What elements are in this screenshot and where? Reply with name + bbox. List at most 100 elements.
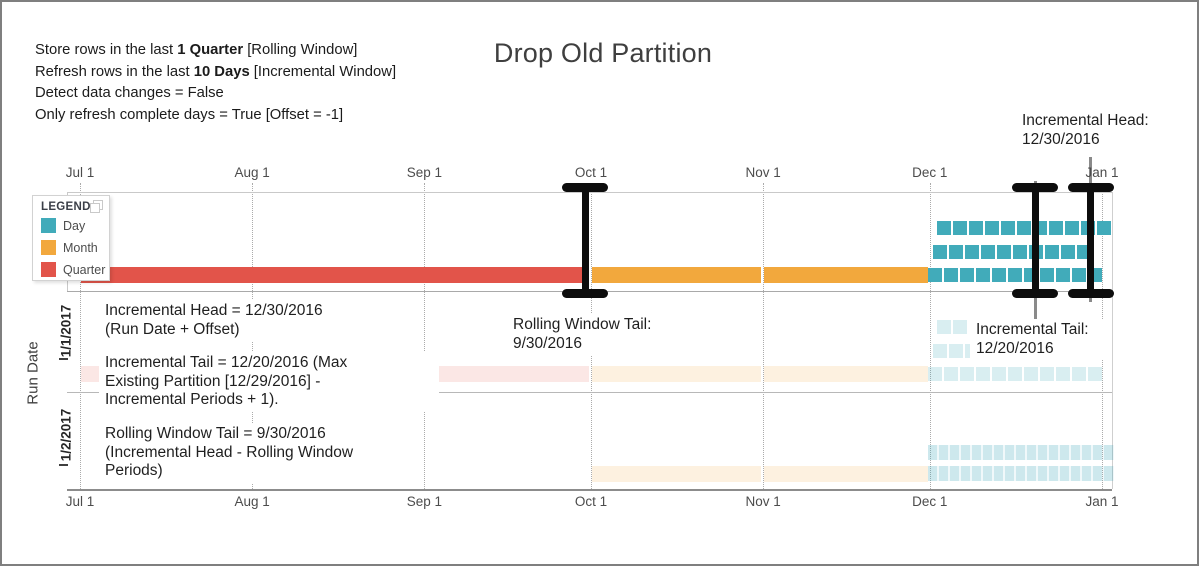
day-partition-square bbox=[1008, 268, 1022, 282]
ibeam-marker-incremental-tail-bottom-cap bbox=[1012, 289, 1059, 298]
x-axis-tick-label-top: Jul 1 bbox=[65, 165, 95, 180]
day-partition-square bbox=[965, 245, 979, 259]
day-partition-square bbox=[1097, 221, 1111, 235]
x-axis-tick-label-top: Jan 1 bbox=[1085, 165, 1119, 180]
day-partition-square bbox=[994, 466, 1003, 481]
day-partition-square bbox=[1104, 445, 1113, 460]
day-partition-square bbox=[1056, 367, 1070, 381]
day-partition-square bbox=[1093, 445, 1102, 460]
day-partition-square bbox=[949, 245, 963, 259]
config-line: Refresh rows in the last 10 Days [Increm… bbox=[35, 63, 397, 80]
day-partition-square bbox=[1038, 445, 1047, 460]
legend-swatch-day bbox=[41, 218, 56, 233]
day-partition-square bbox=[1001, 221, 1015, 235]
x-axis-tick-label-bottom: Oct 1 bbox=[574, 494, 608, 509]
config-summary: Store rows in the last 1 Quarter [Rollin… bbox=[35, 40, 396, 126]
day-partition-square bbox=[985, 221, 999, 235]
day-partition-square bbox=[972, 466, 981, 481]
day-partition-square bbox=[1016, 445, 1025, 460]
ibeam-marker-rolling-window-tail bbox=[581, 187, 589, 294]
day-partition-square bbox=[1038, 466, 1047, 481]
day-partition-square bbox=[1082, 445, 1091, 460]
gridline bbox=[929, 183, 931, 489]
day-partition-square bbox=[1024, 367, 1038, 381]
day-partition-square bbox=[1065, 221, 1079, 235]
config-line: Detect data changes = False bbox=[35, 85, 224, 101]
day-partition-square bbox=[933, 245, 947, 259]
config-line: Store rows in the last 1 Quarter [Rollin… bbox=[35, 42, 358, 58]
day-partition-dense-band bbox=[928, 466, 1114, 481]
day-partition-square bbox=[1060, 445, 1069, 460]
legend-item-day: Day bbox=[41, 218, 101, 234]
bottom-axis-line bbox=[67, 489, 1112, 491]
day-partition-square bbox=[1088, 367, 1102, 381]
row-axis-tick bbox=[59, 464, 68, 466]
ibeam-marker-rolling-window-tail-bottom-cap bbox=[562, 289, 609, 298]
gridline bbox=[424, 183, 426, 489]
day-partition-square bbox=[997, 245, 1011, 259]
day-partition-square bbox=[928, 466, 937, 481]
gridline bbox=[763, 183, 765, 489]
day-partition-dense-band bbox=[928, 445, 1114, 460]
copy-pages-icon[interactable] bbox=[90, 200, 103, 213]
day-partition-square bbox=[937, 221, 951, 235]
ibeam-marker-incremental-head bbox=[1087, 187, 1095, 294]
legend-item-quarter: Quarter bbox=[41, 262, 105, 278]
legend-item-label: Day bbox=[63, 219, 86, 233]
partition-bar-month bbox=[592, 267, 762, 283]
day-partition-square bbox=[960, 268, 974, 282]
incremental-head-callout-label: Incremental Head: 12/30/2016 bbox=[1022, 112, 1149, 148]
day-partition-square bbox=[928, 268, 942, 282]
rolling-window-tail-callout-label: Rolling Window Tail: 9/30/2016 bbox=[507, 314, 658, 355]
legend-item-label: Month bbox=[63, 241, 98, 255]
day-partition-square bbox=[961, 466, 970, 481]
y-axis-title: Run Date bbox=[24, 341, 42, 405]
x-axis-tick-label-top: Dec 1 bbox=[912, 165, 948, 180]
day-partition-square bbox=[969, 221, 983, 235]
day-partition-square bbox=[972, 445, 981, 460]
day-partition-square bbox=[1093, 466, 1102, 481]
x-axis-tick-label-top: Nov 1 bbox=[745, 165, 781, 180]
day-partition-square bbox=[961, 445, 970, 460]
day-partition-square bbox=[953, 320, 967, 334]
row-axis-tick bbox=[59, 358, 68, 360]
day-partition-square bbox=[960, 367, 974, 381]
day-partition-square bbox=[937, 320, 951, 334]
ibeam-marker-incremental-tail-top-cap bbox=[1012, 183, 1059, 192]
partition-bar-month bbox=[764, 267, 928, 283]
x-axis-tick-label-top: Sep 1 bbox=[406, 165, 442, 180]
day-partition-square bbox=[1071, 445, 1080, 460]
day-partition-square bbox=[981, 245, 995, 259]
day-partition-square bbox=[1082, 466, 1091, 481]
day-partition-square bbox=[933, 344, 947, 358]
legend-item-label: Quarter bbox=[63, 263, 106, 277]
day-partition-square bbox=[1017, 221, 1031, 235]
legend: LEGEND Day Month Quarter bbox=[32, 195, 110, 281]
day-partition-square bbox=[1072, 268, 1086, 282]
day-partition-square bbox=[1027, 466, 1036, 481]
day-partition-square bbox=[976, 268, 990, 282]
day-partition-square bbox=[950, 445, 959, 460]
day-partition-square bbox=[983, 445, 992, 460]
day-partition-square bbox=[1071, 466, 1080, 481]
day-partition-square bbox=[928, 367, 942, 381]
x-axis-tick-label-bottom: Jul 1 bbox=[65, 494, 95, 509]
ibeam-marker-incremental-head-bottom-cap bbox=[1067, 289, 1114, 298]
day-partition-square bbox=[949, 344, 963, 358]
ibeam-marker-incremental-tail bbox=[1031, 187, 1039, 294]
day-partition-square bbox=[994, 445, 1003, 460]
partition-bar-quarter bbox=[81, 267, 589, 283]
day-partition-square bbox=[950, 466, 959, 481]
day-partition-square bbox=[1104, 466, 1113, 481]
day-partition-square bbox=[1027, 445, 1036, 460]
day-partition-square bbox=[1056, 268, 1070, 282]
x-axis-tick-label-bottom: Sep 1 bbox=[406, 494, 442, 509]
day-partition-square bbox=[976, 367, 990, 381]
x-axis-tick-label-bottom: Aug 1 bbox=[234, 494, 270, 509]
day-partition-square bbox=[1008, 367, 1022, 381]
day-partition-square bbox=[1049, 466, 1058, 481]
day-partition-square bbox=[1013, 245, 1027, 259]
incremental-tail-callout-label: Incremental Tail: 12/20/2016 bbox=[970, 319, 1110, 360]
day-partition-square bbox=[992, 367, 1006, 381]
chart-title: Drop Old Partition bbox=[493, 38, 713, 68]
